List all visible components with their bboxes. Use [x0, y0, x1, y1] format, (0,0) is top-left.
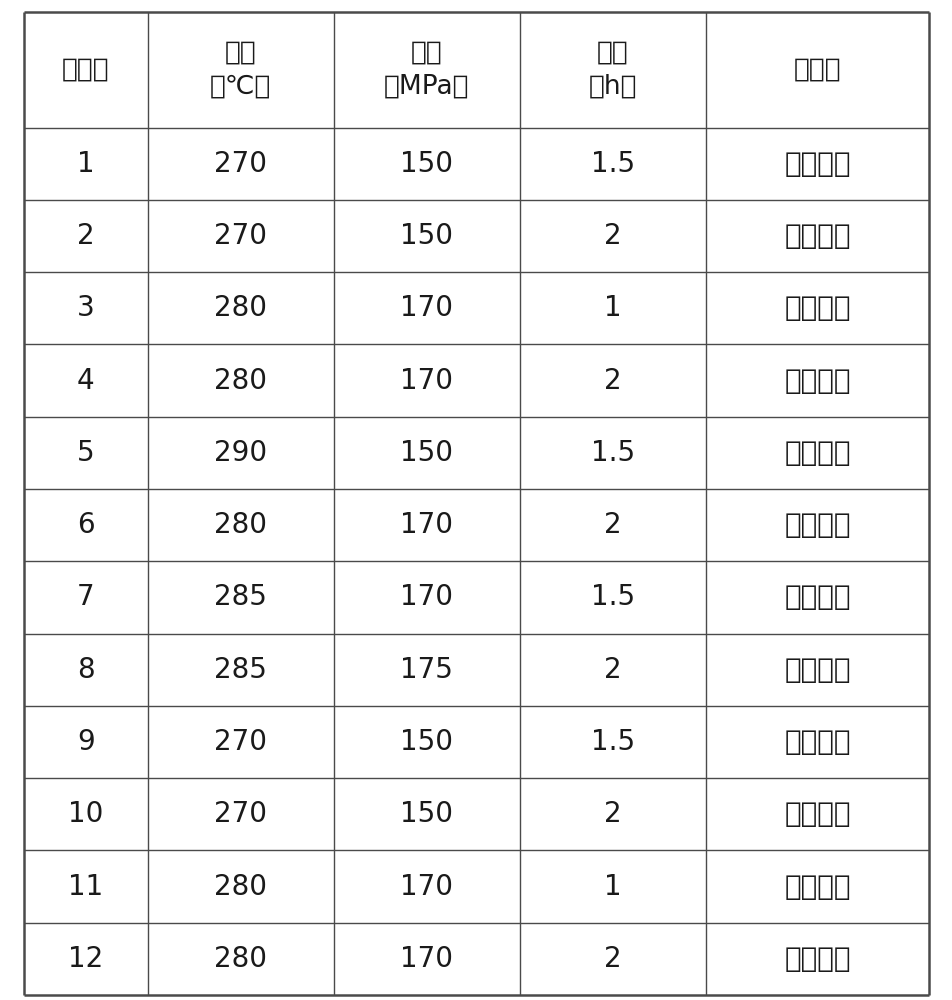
Text: 150: 150 [400, 439, 453, 467]
Text: 11: 11 [69, 873, 104, 901]
Text: 4: 4 [77, 367, 94, 395]
Text: 170: 170 [400, 367, 453, 395]
Text: 170: 170 [400, 873, 453, 901]
Text: 1: 1 [604, 873, 621, 901]
Text: 1.5: 1.5 [590, 439, 634, 467]
Text: 3: 3 [77, 294, 94, 322]
Text: 1: 1 [77, 150, 94, 178]
Text: 8: 8 [77, 656, 94, 684]
Text: 150: 150 [400, 728, 453, 756]
Text: 280: 280 [214, 294, 268, 322]
Text: 2: 2 [604, 656, 621, 684]
Text: 催化剂一: 催化剂一 [783, 367, 850, 395]
Text: 2: 2 [604, 367, 621, 395]
Text: 催化剂二: 催化剂二 [783, 945, 850, 973]
Text: 10: 10 [69, 800, 104, 828]
Text: 催化剂一: 催化剂一 [783, 511, 850, 539]
Text: 150: 150 [400, 800, 453, 828]
Text: 催化剂一: 催化剂一 [783, 294, 850, 322]
Text: 7: 7 [77, 583, 94, 611]
Text: 285: 285 [214, 583, 267, 611]
Text: 12: 12 [69, 945, 104, 973]
Text: 280: 280 [214, 367, 268, 395]
Text: 280: 280 [214, 511, 268, 539]
Text: 170: 170 [400, 583, 453, 611]
Text: 170: 170 [400, 511, 453, 539]
Text: 催化剂一: 催化剂一 [783, 656, 850, 684]
Text: 270: 270 [214, 800, 268, 828]
Text: 6: 6 [77, 511, 94, 539]
Text: 285: 285 [214, 656, 267, 684]
Text: 1.5: 1.5 [590, 583, 634, 611]
Text: 催化剂一: 催化剂一 [783, 222, 850, 250]
Text: 1.5: 1.5 [590, 728, 634, 756]
Text: 5: 5 [77, 439, 94, 467]
Text: 280: 280 [214, 873, 268, 901]
Text: 2: 2 [604, 222, 621, 250]
Text: 1: 1 [604, 294, 621, 322]
Text: 270: 270 [214, 728, 268, 756]
Text: 压力
（MPa）: 压力 （MPa） [384, 40, 469, 100]
Text: 9: 9 [77, 728, 94, 756]
Text: 270: 270 [214, 150, 268, 178]
Text: 温度
（℃）: 温度 （℃） [210, 40, 271, 100]
Text: 2: 2 [604, 945, 621, 973]
Text: 催化剂二: 催化剂二 [783, 800, 850, 828]
Text: 催化剂二: 催化剂二 [783, 873, 850, 901]
Text: 150: 150 [400, 150, 453, 178]
Text: 催化剂一: 催化剂一 [783, 439, 850, 467]
Text: 1.5: 1.5 [590, 150, 634, 178]
Text: 实施例: 实施例 [62, 57, 109, 83]
Text: 2: 2 [77, 222, 94, 250]
Text: 170: 170 [400, 945, 453, 973]
Text: 280: 280 [214, 945, 268, 973]
Text: 175: 175 [400, 656, 453, 684]
Text: 150: 150 [400, 222, 453, 250]
Text: 催化剂二: 催化剂二 [783, 728, 850, 756]
Text: 270: 270 [214, 222, 268, 250]
Text: 催化剂: 催化剂 [793, 57, 841, 83]
Text: 170: 170 [400, 294, 453, 322]
Text: 2: 2 [604, 511, 621, 539]
Text: 催化剂一: 催化剂一 [783, 583, 850, 611]
Text: 2: 2 [604, 800, 621, 828]
Text: 290: 290 [214, 439, 268, 467]
Text: 时间
（h）: 时间 （h） [588, 40, 637, 100]
Text: 催化剂一: 催化剂一 [783, 150, 850, 178]
